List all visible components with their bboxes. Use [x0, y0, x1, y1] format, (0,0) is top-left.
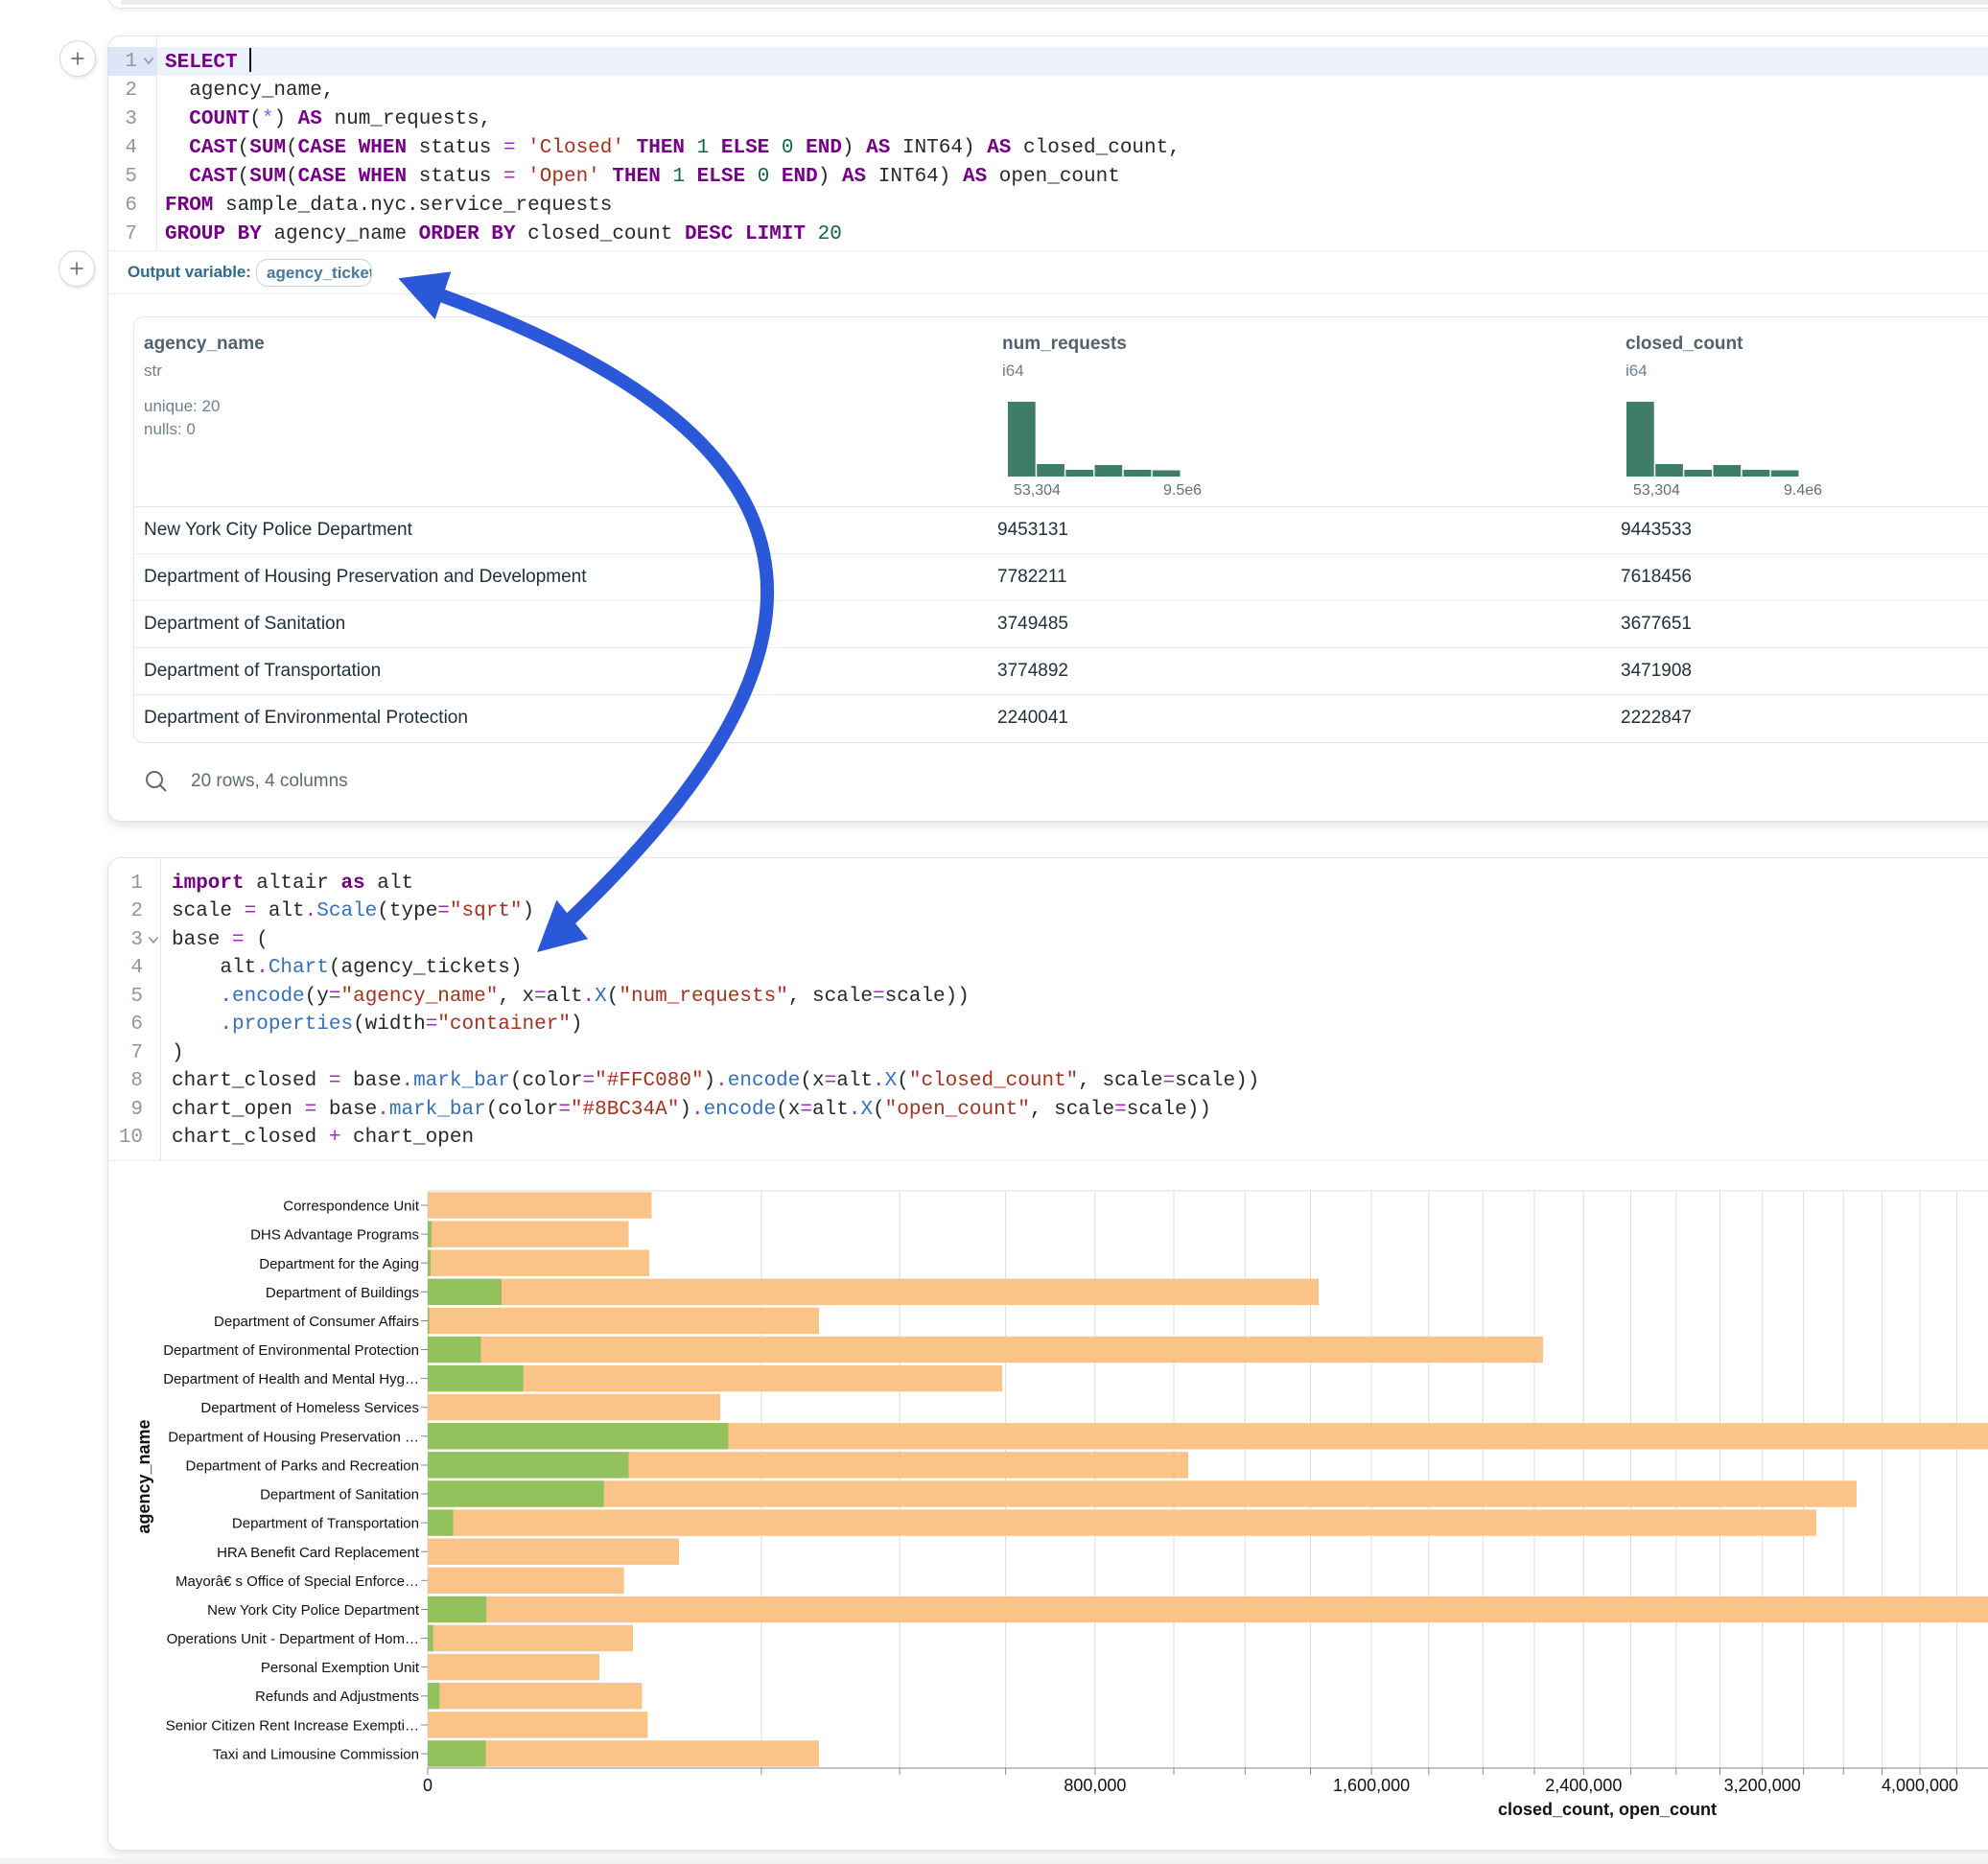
svg-text:Department of Health and Menta: Department of Health and Mental Hyg… [163, 1371, 419, 1387]
svg-text:Department of Homeless Service: Department of Homeless Services [200, 1400, 419, 1416]
svg-text:closed_count, open_count: closed_count, open_count [1498, 1800, 1717, 1819]
svg-text:Taxi and Limousine Commission: Taxi and Limousine Commission [213, 1747, 419, 1763]
svg-text:Mayorâ€ s Office of Special En: Mayorâ€ s Office of Special Enforce… [175, 1573, 419, 1590]
svg-text:HRA Benefit Card Replacement: HRA Benefit Card Replacement [217, 1545, 420, 1561]
svg-text:Personal Exemption Unit: Personal Exemption Unit [261, 1660, 420, 1676]
svg-text:4,000,000: 4,000,000 [1882, 1776, 1958, 1795]
svg-text:DHS Advantage Programs: DHS Advantage Programs [250, 1227, 419, 1244]
svg-text:agency_name: agency_name [134, 1419, 153, 1533]
svg-text:2,400,000: 2,400,000 [1545, 1776, 1622, 1795]
svg-text:800,000: 800,000 [1064, 1776, 1126, 1795]
svg-text:Department of Environmental Pr: Department of Environmental Protection [163, 1342, 419, 1359]
svg-text:Refunds and Adjustments: Refunds and Adjustments [255, 1689, 419, 1705]
svg-text:Department of Sanitation: Department of Sanitation [260, 1487, 419, 1503]
svg-text:Operations Unit - Department o: Operations Unit - Department of Hom… [167, 1631, 419, 1647]
svg-text:Department for the Aging: Department for the Aging [259, 1256, 419, 1272]
svg-text:Department of Transportation: Department of Transportation [232, 1516, 419, 1532]
svg-text:Senior Citizen Rent Increase E: Senior Citizen Rent Increase Exempti… [166, 1717, 419, 1734]
svg-text:Department of Parks and Recrea: Department of Parks and Recreation [186, 1458, 419, 1475]
svg-text:3,200,000: 3,200,000 [1724, 1776, 1801, 1795]
svg-text:1,600,000: 1,600,000 [1333, 1776, 1410, 1795]
svg-text:Department of Housing Preserva: Department of Housing Preservation … [168, 1429, 419, 1445]
svg-text:New York City Police Departmen: New York City Police Department [207, 1602, 420, 1619]
svg-text:Department of Buildings: Department of Buildings [266, 1285, 419, 1301]
svg-text:0: 0 [423, 1776, 433, 1795]
svg-text:Correspondence Unit: Correspondence Unit [283, 1199, 420, 1215]
svg-text:Department of Consumer Affairs: Department of Consumer Affairs [214, 1314, 419, 1330]
